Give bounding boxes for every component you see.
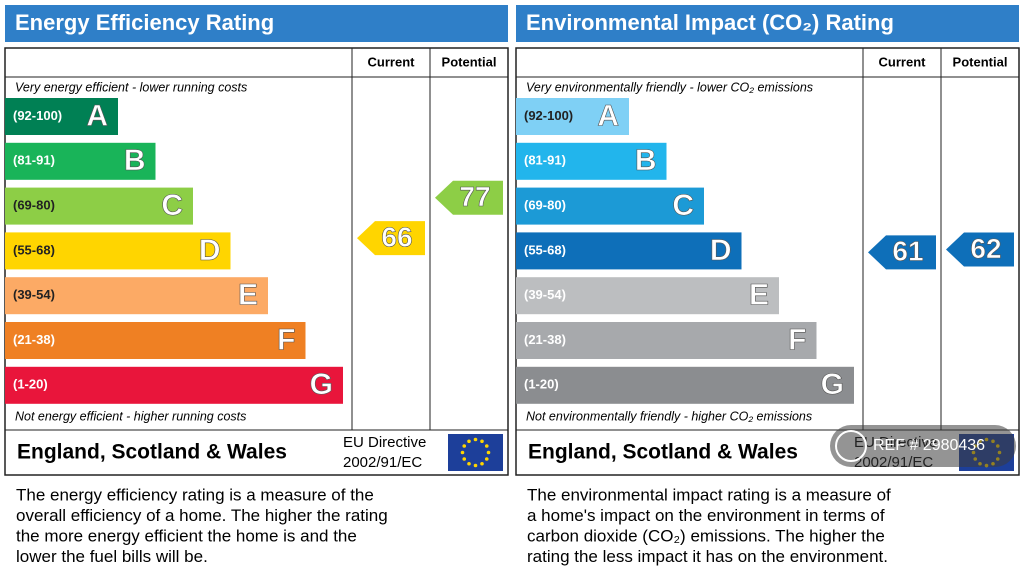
rating-band bbox=[5, 142, 156, 180]
description: The energy efficiency rating is a measur… bbox=[16, 485, 374, 504]
title-bar bbox=[5, 5, 508, 42]
band-letter: A bbox=[86, 99, 108, 132]
rating-arrow bbox=[946, 232, 1014, 267]
band-letter: F bbox=[277, 323, 295, 356]
band-letter: G bbox=[821, 368, 844, 401]
description: the more energy efficient the home is an… bbox=[16, 526, 357, 545]
description: overall efficiency of a home. The higher… bbox=[16, 506, 388, 525]
rating-band bbox=[5, 187, 193, 225]
column-header: Current bbox=[368, 54, 416, 69]
rating-value: 77 bbox=[459, 181, 490, 212]
band-range: (92-100) bbox=[13, 108, 62, 123]
rating-value: 66 bbox=[381, 221, 412, 252]
description: carbon dioxide (CO₂) emissions. The high… bbox=[527, 526, 885, 545]
rating-band bbox=[516, 322, 817, 359]
band-letter: B bbox=[635, 144, 657, 177]
description: The environmental impact rating is a mea… bbox=[527, 485, 891, 504]
rating-band bbox=[5, 98, 118, 135]
eu-star bbox=[473, 463, 478, 468]
band-letter: C bbox=[672, 189, 694, 222]
rating-band bbox=[5, 366, 343, 404]
band-range: (21-38) bbox=[13, 332, 55, 347]
watermark-bg bbox=[830, 425, 1016, 467]
column-header: Potential bbox=[442, 54, 497, 69]
band-range: (1-20) bbox=[524, 377, 559, 392]
rating-band bbox=[516, 277, 779, 315]
eu-star bbox=[467, 439, 471, 444]
eu-star bbox=[467, 461, 471, 466]
bottom-note: Not environmentally friendly - higher CO… bbox=[526, 409, 812, 423]
rating-band bbox=[5, 232, 231, 270]
title-bar bbox=[516, 5, 1019, 42]
band-letter: A bbox=[597, 99, 619, 132]
column-header: Potential bbox=[953, 54, 1008, 69]
watermark-icon bbox=[835, 430, 867, 462]
rating-band bbox=[516, 98, 629, 135]
rating-band bbox=[5, 322, 306, 359]
bottom-note: Not energy efficient - higher running co… bbox=[15, 409, 246, 423]
rating-band bbox=[516, 366, 854, 404]
rating-arrow bbox=[435, 180, 503, 215]
column-header: Current bbox=[879, 54, 927, 69]
eu-star bbox=[480, 461, 484, 466]
description: a home's impact on the environment in te… bbox=[527, 506, 885, 525]
watermark: REF # 2980436 bbox=[873, 437, 985, 454]
eu-star bbox=[460, 450, 465, 455]
band-letter: D bbox=[199, 234, 221, 267]
band-letter: G bbox=[310, 368, 333, 401]
eu-star bbox=[462, 457, 467, 461]
rating-band bbox=[5, 277, 268, 315]
region: England, Scotland & Wales bbox=[17, 441, 287, 464]
top-note: Very environmentally friendly - lower CO… bbox=[526, 80, 813, 94]
band-range: (55-68) bbox=[13, 242, 55, 257]
rating-band bbox=[516, 142, 667, 180]
band-letter: B bbox=[124, 144, 146, 177]
band-range: (21-38) bbox=[524, 332, 566, 347]
eu-star bbox=[484, 444, 489, 448]
eu-star bbox=[486, 450, 491, 455]
band-letter: E bbox=[238, 279, 258, 312]
top-note: Very energy efficient - lower running co… bbox=[15, 80, 247, 94]
band-range: (69-80) bbox=[524, 198, 566, 213]
directive: 2002/91/EC bbox=[343, 454, 422, 471]
band-letter: F bbox=[788, 323, 806, 356]
band-range: (55-68) bbox=[524, 242, 566, 257]
rating-value: 61 bbox=[892, 236, 923, 267]
rating-value: 62 bbox=[970, 233, 1001, 264]
band-range: (39-54) bbox=[524, 287, 566, 302]
rating-band bbox=[516, 232, 742, 270]
eu-star bbox=[462, 444, 467, 448]
eu-star bbox=[484, 457, 489, 461]
description: lower the fuel bills will be. bbox=[16, 547, 208, 566]
directive: EU Directive bbox=[343, 434, 426, 451]
description: rating the less impact it has on the env… bbox=[527, 547, 888, 566]
panel-title: Energy Efficiency Rating bbox=[15, 10, 274, 35]
band-range: (39-54) bbox=[13, 287, 55, 302]
band-range: (92-100) bbox=[524, 108, 573, 123]
eu-star bbox=[480, 439, 484, 444]
band-range: (1-20) bbox=[13, 377, 48, 392]
eu-star bbox=[473, 437, 478, 442]
band-letter: D bbox=[710, 234, 732, 267]
rating-arrow bbox=[357, 221, 425, 256]
rating-arrow bbox=[868, 235, 936, 270]
band-letter: C bbox=[161, 189, 183, 222]
rating-band bbox=[516, 187, 704, 225]
band-letter: E bbox=[749, 279, 769, 312]
band-range: (81-91) bbox=[13, 153, 55, 168]
region: England, Scotland & Wales bbox=[528, 441, 798, 464]
band-range: (81-91) bbox=[524, 153, 566, 168]
panel-title: Environmental Impact (CO₂) Rating bbox=[526, 10, 894, 35]
band-range: (69-80) bbox=[13, 198, 55, 213]
